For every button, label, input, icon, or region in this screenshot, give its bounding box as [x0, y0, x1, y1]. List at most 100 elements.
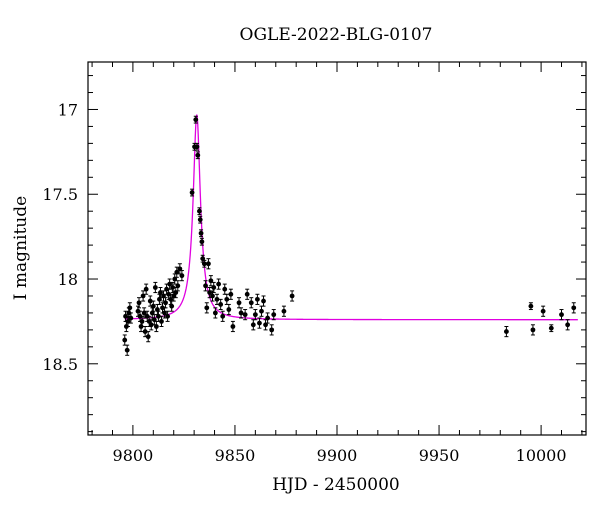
data-point [226, 303, 232, 316]
data-marker [195, 152, 201, 158]
data-marker [281, 308, 287, 314]
data-point [206, 258, 211, 270]
data-marker [222, 286, 228, 292]
data-marker [528, 303, 534, 309]
data-point [145, 331, 151, 343]
data-marker [548, 325, 554, 331]
x-axis-ticks [91, 62, 583, 435]
data-point [248, 297, 254, 309]
data-point [269, 324, 275, 336]
data-marker [156, 313, 161, 319]
data-marker [210, 293, 215, 299]
data-point [289, 290, 295, 302]
data-point [199, 237, 205, 246]
data-marker [230, 324, 236, 329]
data-marker [204, 305, 210, 311]
data-point [252, 309, 258, 321]
data-point [224, 293, 230, 305]
data-point [140, 290, 146, 302]
data-marker [216, 281, 222, 287]
data-point [250, 319, 256, 331]
data-marker [530, 327, 536, 333]
data-marker [159, 319, 164, 324]
data-marker [142, 329, 148, 334]
data-point [504, 325, 509, 338]
data-point [137, 310, 143, 322]
data-marker [214, 296, 220, 302]
data-marker [565, 322, 571, 328]
data-point [236, 297, 242, 309]
data-point [158, 286, 163, 299]
data-point [154, 303, 160, 316]
data-marker [127, 305, 133, 311]
data-point [540, 305, 546, 317]
data-point [193, 115, 199, 124]
data-marker [169, 303, 175, 309]
data-point [204, 302, 210, 314]
data-point [238, 307, 244, 319]
data-marker [203, 283, 208, 289]
data-marker [261, 298, 266, 304]
data-marker [148, 322, 154, 328]
data-point [194, 142, 200, 151]
y-tick-label: 17.5 [42, 185, 78, 204]
data-point [150, 300, 156, 312]
data-marker [150, 303, 156, 309]
data-marker [289, 293, 295, 299]
data-marker [250, 322, 256, 328]
data-marker [193, 117, 199, 123]
data-point [261, 295, 266, 307]
data-point [152, 281, 158, 294]
data-point [166, 288, 172, 300]
data-marker [199, 239, 205, 245]
data-marker [540, 308, 546, 314]
data-point [281, 305, 287, 317]
y-axis-label: I magnitude [11, 196, 31, 300]
data-point [122, 334, 128, 346]
data-marker [269, 327, 275, 333]
data-point [528, 302, 534, 311]
data-marker [206, 261, 211, 267]
data-point [159, 315, 164, 327]
data-marker [170, 285, 176, 290]
data-marker [128, 315, 134, 321]
data-marker [152, 285, 158, 290]
data-point [163, 297, 168, 309]
data-marker [139, 319, 145, 324]
data-marker [153, 324, 159, 329]
data-marker [211, 285, 217, 290]
data-point [216, 278, 222, 290]
data-point [559, 309, 564, 321]
data-point [214, 293, 220, 305]
data-marker [244, 291, 250, 297]
data-marker [137, 313, 143, 319]
plot-frame [87, 61, 587, 436]
data-marker [271, 312, 277, 318]
data-point [144, 310, 150, 322]
data-point [189, 188, 195, 197]
data-point [230, 320, 236, 333]
data-marker [166, 291, 172, 297]
y-tick-label: 18.5 [42, 355, 78, 374]
data-point [201, 259, 207, 268]
data-point [165, 310, 170, 322]
x-tick-label: 9800 [113, 446, 154, 465]
data-points [122, 115, 577, 356]
data-point [203, 280, 208, 292]
data-point [265, 312, 271, 324]
data-marker [163, 300, 168, 306]
x-tick-label: 9950 [419, 446, 460, 465]
data-point [242, 309, 248, 321]
data-point [147, 295, 153, 307]
data-marker [122, 337, 128, 343]
x-tick-label: 10000 [516, 446, 567, 465]
data-point [141, 307, 147, 319]
data-marker [135, 308, 141, 314]
data-marker [201, 261, 207, 267]
y-axis-ticks [88, 75, 586, 433]
data-point [212, 307, 218, 319]
data-point [174, 266, 180, 278]
data-marker [212, 310, 218, 316]
data-point [136, 297, 142, 309]
